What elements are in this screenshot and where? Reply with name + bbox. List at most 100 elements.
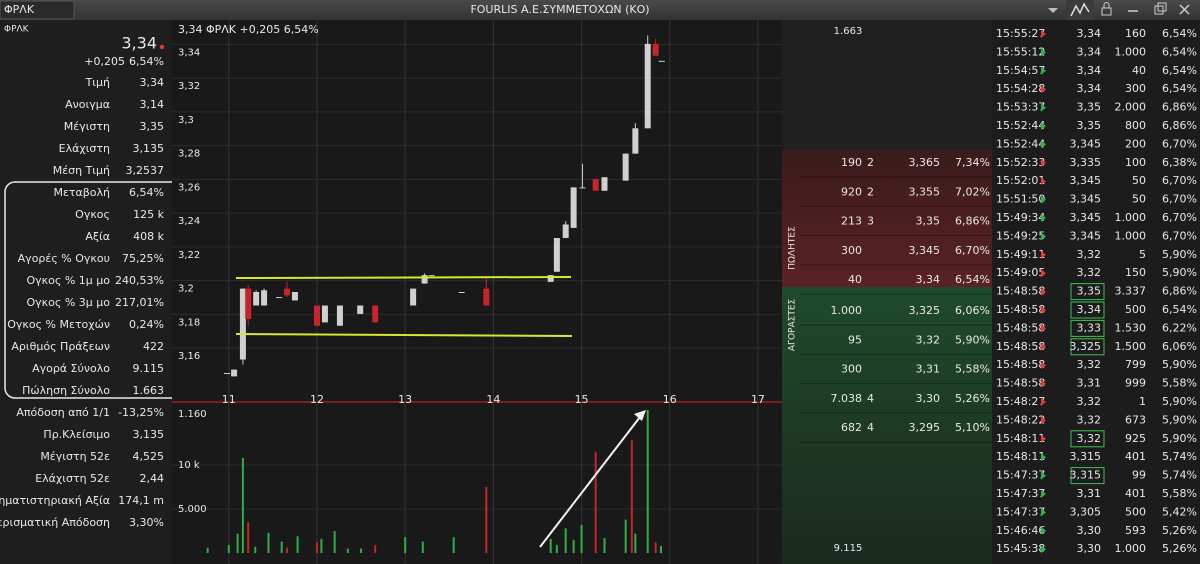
- trade-price: 3,345: [1070, 229, 1102, 242]
- stat-label: Αγορά Σύνολο: [32, 362, 110, 375]
- trend-arrow-head: [634, 410, 646, 421]
- y-tick-label: 3,26: [178, 182, 200, 193]
- stat-label: Ογκος % Μετοχών: [7, 318, 110, 331]
- stat-label: Πρ.Κλείσιμο: [43, 428, 110, 441]
- trade-price: 3,335: [1070, 156, 1102, 169]
- stat-value: 422: [143, 340, 164, 353]
- book-price: 3,365: [909, 156, 941, 169]
- volume-bar: [421, 541, 424, 553]
- trade-price: 3,35: [1077, 285, 1102, 298]
- volume-bar: [485, 487, 488, 553]
- trade-arrow: [1041, 471, 1046, 480]
- book-pct: 6,54%: [955, 273, 990, 286]
- trade-price: 3,345: [1070, 211, 1102, 224]
- trade-pct: 6,54%: [1162, 64, 1197, 77]
- trade-price: 3,35: [1077, 101, 1102, 114]
- trade-pct: 6,70%: [1162, 193, 1197, 206]
- price-box: [1070, 430, 1105, 448]
- volume-bar: [555, 545, 558, 553]
- trade-time: 15:52:44: [996, 119, 1045, 132]
- book-qty: 95: [848, 333, 862, 346]
- volume-bar: [241, 457, 244, 553]
- book-pct: 5,58%: [955, 363, 990, 376]
- trade-pct: 6,86%: [1162, 119, 1197, 132]
- stat-label: Ανοιγμα: [65, 98, 110, 111]
- volume-bar: [227, 545, 230, 553]
- stat-value: 125 k: [133, 208, 164, 221]
- book-pct: 7,34%: [955, 156, 990, 169]
- trade-price: 3,32: [1077, 395, 1102, 408]
- volume-bar: [594, 451, 597, 553]
- candle-body: [658, 60, 665, 62]
- trade-time: 15:49:34: [996, 211, 1045, 224]
- candle-body: [239, 288, 246, 360]
- volume-bar: [254, 546, 257, 553]
- stat-value: 4,525: [133, 450, 165, 463]
- trade-time: 15:51:50: [996, 193, 1045, 206]
- volume-bar: [603, 538, 606, 553]
- candle-body: [357, 305, 364, 314]
- y-tick-label: 3,34: [178, 47, 200, 58]
- stat-value: 2,44: [140, 472, 165, 485]
- book-qty: 300: [841, 363, 862, 376]
- trade-arrow: [1041, 30, 1046, 38]
- book-orders: 2: [867, 185, 874, 198]
- chart-icon[interactable]: [1070, 2, 1090, 17]
- trade-price: 3,315: [1070, 469, 1102, 482]
- volume-bar: [564, 528, 567, 553]
- trade-price: 3,32: [1077, 413, 1102, 426]
- stat-label: Αριθμός Πράξεων: [11, 340, 110, 353]
- trade-volume: 99: [1132, 469, 1146, 482]
- volume-bar: [634, 533, 637, 553]
- stat-label: Μέγιστη: [64, 120, 110, 133]
- trade-time: 15:48:11: [996, 432, 1045, 445]
- trade-volume: 50: [1132, 174, 1146, 187]
- dropdown-icon[interactable]: [1048, 8, 1058, 13]
- restore-button[interactable]: [1154, 5, 1164, 15]
- book-qty: 682: [841, 421, 862, 434]
- trade-pct: 5,58%: [1162, 487, 1197, 500]
- trade-arrow: [1041, 140, 1046, 149]
- stat-label: Ογκος % 3μ μο: [26, 296, 110, 309]
- book-pct: 7,02%: [955, 185, 990, 198]
- x-tick-label: 17: [751, 393, 765, 406]
- trade-pct: 5,90%: [1162, 432, 1197, 445]
- trade-arrow: [1041, 66, 1046, 75]
- lock-icon[interactable]: [1101, 7, 1112, 16]
- volume-bar: [247, 522, 250, 553]
- trades-panel: [992, 20, 1200, 564]
- stat-value: 3,34: [140, 76, 165, 89]
- volume-bar: [404, 537, 407, 553]
- volume-bar: [286, 547, 289, 553]
- symbol-input[interactable]: [0, 0, 75, 20]
- trade-time: 15:45:38: [996, 542, 1045, 555]
- candle-body: [410, 288, 417, 306]
- book-price: 3,32: [916, 333, 941, 346]
- candle-body: [253, 292, 260, 306]
- trade-price: 3,30: [1077, 542, 1102, 555]
- sell-side-label: ΠΩΛΗΤΕΣ: [788, 226, 798, 270]
- volume-bar: [236, 533, 239, 553]
- trade-volume: 673: [1125, 413, 1146, 426]
- price-box: [1070, 283, 1105, 301]
- stat-label: Ογκος: [75, 208, 110, 221]
- x-tick-label: 12: [310, 393, 324, 406]
- trade-time: 15:48:58: [996, 303, 1045, 316]
- trade-pct: 5,90%: [1162, 248, 1197, 261]
- book-pct: 5,90%: [955, 333, 990, 346]
- trade-arrow: [1041, 324, 1046, 333]
- symbol-input-text[interactable]: ΦΡΛΚ: [4, 3, 35, 16]
- stat-value: 3,30%: [129, 516, 164, 529]
- chart-button[interactable]: [1066, 0, 1094, 20]
- close-button[interactable]: [1179, 4, 1190, 15]
- trade-arrow: [1041, 416, 1046, 425]
- trade-pct: 5,26%: [1162, 542, 1197, 555]
- volume-bar: [624, 519, 627, 553]
- trade-time: 15:52:01: [996, 174, 1045, 187]
- book-pct: 6,06%: [955, 304, 990, 317]
- trade-price: 3,315: [1070, 450, 1102, 463]
- candle-body: [553, 238, 560, 272]
- trade-price: 3,32: [1077, 432, 1102, 445]
- stat-value: 3,35: [140, 120, 165, 133]
- trade-pct: 6,22%: [1162, 321, 1197, 334]
